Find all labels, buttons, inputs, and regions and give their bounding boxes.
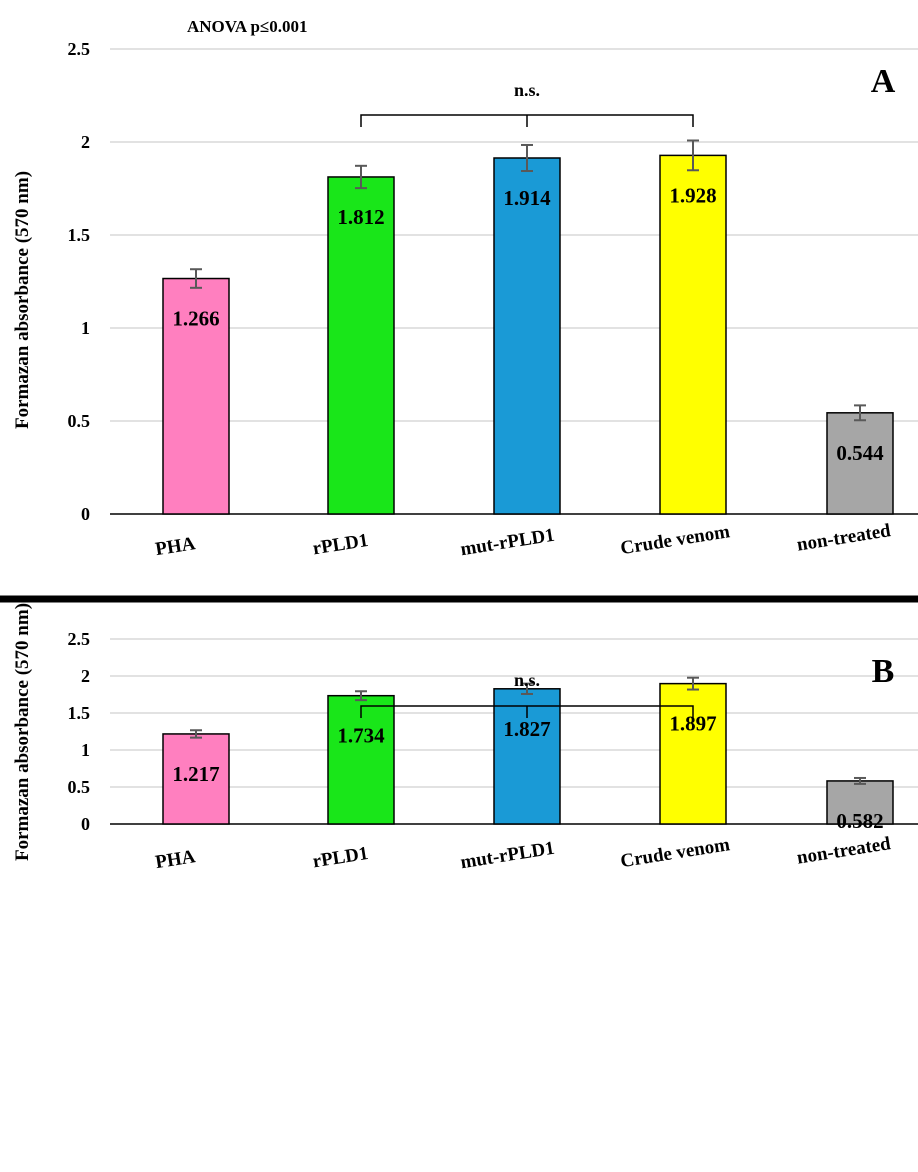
data-label: 1.914 — [503, 186, 551, 210]
significance-label: n.s. — [514, 670, 540, 690]
y-tick-label: 2.5 — [68, 629, 91, 649]
category-label: rPLD1 — [311, 843, 370, 872]
bar-2 — [493, 157, 561, 515]
bar-3 — [659, 154, 727, 515]
bar-0 — [162, 733, 230, 825]
chart-panel-a: 0 0.5 1 1.5 2 2.5 Formazan absorbance (570 nm)… — [12, 39, 918, 560]
data-label: 0.544 — [836, 441, 884, 465]
category-label: non-treated — [795, 833, 892, 869]
data-label: 1.928 — [669, 183, 716, 207]
y-tick-label: 2 — [81, 132, 90, 152]
bar-3 — [659, 682, 727, 825]
y-tick-label: 1 — [81, 318, 90, 338]
data-label: 0.582 — [836, 809, 883, 833]
category-label: Crude venom — [619, 521, 731, 559]
data-label: 1.827 — [503, 717, 550, 741]
data-label: 1.217 — [172, 762, 219, 786]
y-tick-label: 1.5 — [68, 225, 91, 245]
y-tick-label: 0.5 — [68, 411, 91, 431]
data-label: 1.266 — [172, 307, 219, 331]
y-tick-label: 0.5 — [68, 777, 91, 797]
y-tick-label: 1.5 — [68, 703, 91, 723]
category-label: mut-rPLD1 — [459, 525, 556, 561]
significance-label: n.s. — [514, 80, 540, 100]
y-tick-label: 0 — [81, 814, 90, 834]
category-label: Crude venom — [619, 834, 731, 872]
y-tick-label: 2 — [81, 666, 90, 686]
bar-4 — [826, 412, 894, 515]
data-label: 1.734 — [337, 724, 385, 748]
category-label: PHA — [154, 846, 197, 873]
y-axis-label: Formazan absorbance (570 nm) — [12, 603, 33, 861]
anova-annotation: ANOVA p≤0.001 — [187, 17, 308, 36]
data-label: 1.812 — [337, 205, 384, 229]
y-tick-label: 1 — [81, 740, 90, 760]
category-label: rPLD1 — [311, 530, 370, 559]
chart-panel-b: 0 0.5 1 1.5 2 2.5 Formazan absorbance (570 nm)… — [12, 603, 918, 873]
significance-bracket — [360, 114, 694, 127]
panel-label: A — [871, 63, 896, 100]
y-axis-label: Formazan absorbance (570 nm) — [12, 171, 33, 429]
panel-label: B — [872, 653, 895, 690]
significance-bracket — [360, 705, 694, 718]
y-tick-label: 0 — [81, 504, 90, 524]
category-label: PHA — [154, 533, 197, 560]
category-label: non-treated — [795, 520, 892, 556]
bar-1 — [327, 176, 395, 515]
category-label: mut-rPLD1 — [459, 838, 556, 874]
y-tick-label: 2.5 — [68, 39, 91, 59]
